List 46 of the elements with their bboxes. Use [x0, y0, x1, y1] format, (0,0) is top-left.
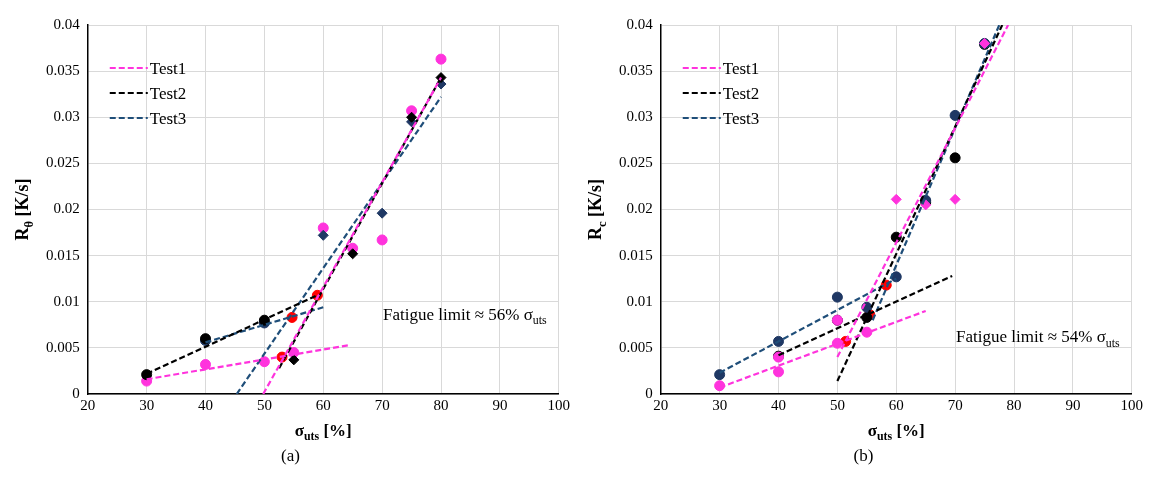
x-tick-label: 30 [139, 396, 155, 413]
y-tick-label: 0 [72, 384, 80, 401]
y-tick-label: 0.02 [626, 200, 653, 217]
y-tick-label: 0.03 [53, 108, 80, 125]
y-tick-label: 0.015 [619, 246, 653, 263]
x-tick-label: 30 [712, 396, 728, 413]
y-tick-label: 0.035 [619, 62, 653, 79]
y-axis-title: Rc [K/s] [585, 178, 609, 241]
legend-label: Test2 [722, 84, 760, 103]
x-tick-label: 50 [256, 396, 272, 413]
x-tick-label: 80 [1006, 396, 1022, 413]
y-tick-label: 0.04 [626, 15, 654, 32]
x-tick-label: 60 [888, 396, 904, 413]
x-tick-label: 90 [492, 396, 508, 413]
x-tick-label: 100 [1120, 396, 1143, 413]
y-tick-label: 0.005 [46, 338, 80, 355]
x-tick-label: 70 [374, 396, 390, 413]
y-tick-label: 0.02 [53, 200, 80, 217]
text: (b) [852, 446, 875, 466]
y-tick-label: 0.01 [53, 292, 80, 309]
x-tick-label: 20 [653, 396, 669, 413]
x-tick-label: 90 [1065, 396, 1081, 413]
x-tick-label: 70 [947, 396, 963, 413]
legend-label: Test1 [149, 59, 187, 78]
y-tick-label: 0 [645, 384, 653, 401]
legend-label: Test1 [722, 59, 760, 78]
x-tick-label: 50 [829, 396, 845, 413]
x-tick-label: 20 [80, 396, 96, 413]
y-tick-label: 0.03 [626, 108, 653, 125]
y-axis-title: Rθ [K/s] [12, 178, 36, 241]
text: (a) [280, 446, 301, 466]
legend-label: Test3 [722, 109, 760, 128]
x-tick-label: 100 [547, 396, 570, 413]
x-tick-label: 60 [315, 396, 331, 413]
y-tick-label: 0.04 [53, 15, 81, 32]
y-tick-label: 0.01 [626, 292, 653, 309]
y-tick-label: 0.025 [46, 154, 80, 171]
legend-label: Test2 [149, 84, 187, 103]
x-tick-label: 40 [771, 396, 786, 413]
y-tick-label: 0.015 [46, 246, 80, 263]
y-tick-label: 0.025 [619, 154, 653, 171]
legend-label: Test3 [149, 109, 187, 128]
x-tick-label: 80 [433, 396, 449, 413]
y-tick-label: 0.035 [46, 62, 80, 79]
x-tick-label: 40 [198, 396, 213, 413]
y-tick-label: 0.005 [619, 338, 653, 355]
